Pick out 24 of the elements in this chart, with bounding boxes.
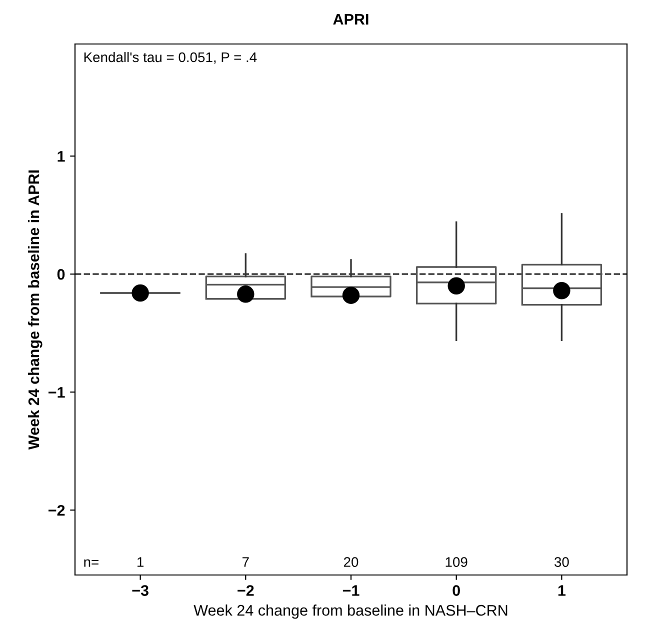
point <box>237 286 254 303</box>
annotation: n= <box>84 559 98 567</box>
point <box>132 284 149 302</box>
x-tick-label: −1 <box>342 585 360 596</box>
y-tick-label: −1 <box>48 387 65 398</box>
x-tick-label: −3 <box>132 585 148 596</box>
x-tick-label: 1 <box>558 585 566 596</box>
annotation: 20 <box>344 557 358 567</box>
annotation: 7 <box>242 557 249 567</box>
annotation: Kendall's tau = 0.051, P = .4 <box>84 52 257 64</box>
x-axis-title: Week 24 change from baseline in NASH–CRN <box>194 604 508 619</box>
y-tick-label: 0 <box>57 268 65 280</box>
annotation: 30 <box>554 557 569 567</box>
x-tick-label: −2 <box>238 585 254 596</box>
chart-title: APRI <box>333 14 368 25</box>
annotation: 1 <box>138 557 144 567</box>
y-tick-label: −2 <box>48 504 65 516</box>
point <box>448 277 465 295</box>
y-axis-title: Week 24 change from baseline in APRI <box>28 170 42 450</box>
y-tick-label: 1 <box>58 151 65 162</box>
point <box>342 286 360 304</box>
annotation: 109 <box>446 557 468 567</box>
point <box>553 282 570 300</box>
x-tick-label: 0 <box>452 585 460 596</box>
